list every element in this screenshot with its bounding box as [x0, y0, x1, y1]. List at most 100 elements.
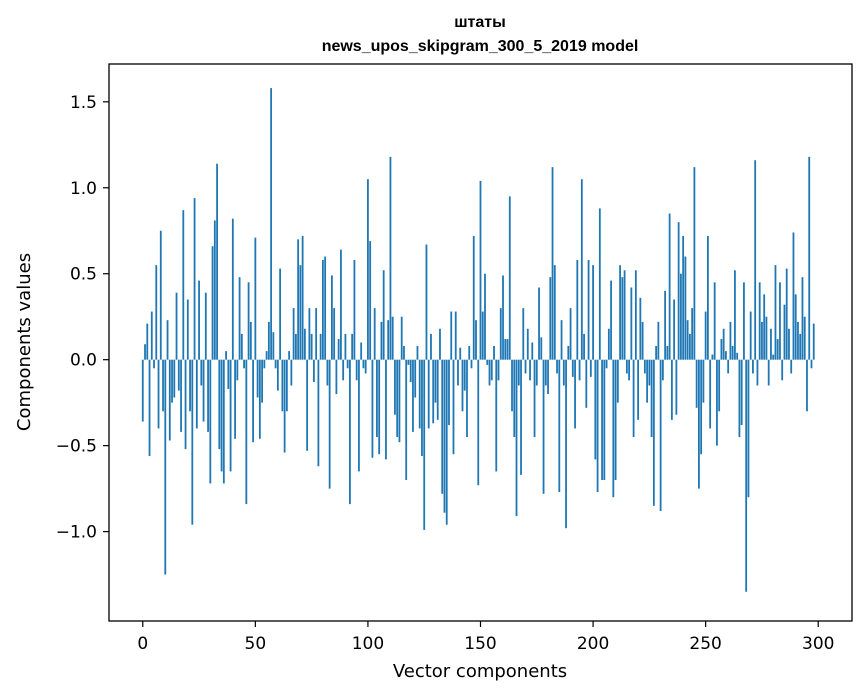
bar-231: [661, 359, 664, 381]
bar-144: [466, 359, 468, 438]
bar-3: [148, 359, 151, 456]
x-tick-label: 250: [689, 634, 721, 654]
bar-24: [195, 359, 198, 429]
bar-280: [772, 354, 775, 360]
bar-195: [580, 179, 583, 360]
bar-244: [691, 308, 694, 360]
bar-84: [331, 275, 333, 360]
bar-203: [598, 208, 601, 360]
bar-247: [698, 359, 700, 489]
y-tick-label: −0.5: [56, 437, 97, 457]
bar-101: [369, 241, 372, 360]
y-tick-label: 0.5: [70, 265, 97, 285]
bar-161: [504, 339, 507, 360]
bar-202: [596, 359, 599, 493]
bar-33: [216, 163, 218, 360]
bar-96: [358, 359, 360, 472]
bar-205: [603, 359, 606, 481]
bar-183: [553, 265, 556, 360]
bar-210: [614, 359, 617, 481]
bar-166: [515, 359, 518, 517]
bar-209: [612, 359, 615, 498]
bar-162: [506, 339, 509, 360]
bar-165: [513, 359, 516, 438]
bar-287: [788, 328, 790, 360]
bar-208: [610, 280, 612, 360]
bar-177: [540, 337, 543, 360]
bar-92: [349, 359, 351, 505]
x-tick-label: 100: [352, 634, 384, 654]
bar-181: [549, 277, 552, 360]
bar-229: [657, 321, 660, 360]
bar-12: [168, 359, 171, 441]
bar-40: [231, 218, 234, 360]
bar-85: [333, 308, 336, 360]
bar-249: [702, 359, 705, 403]
chart-title: штаты: [454, 14, 506, 31]
bar-222: [641, 321, 644, 360]
bar-51: [256, 359, 259, 398]
bar-75: [310, 333, 313, 360]
bar-286: [785, 268, 788, 360]
bar-120: [412, 359, 414, 432]
bar-49: [252, 359, 254, 443]
bar-45: [243, 359, 245, 369]
bar-263: [734, 270, 736, 360]
bar-228: [655, 345, 658, 360]
bar-251: [707, 235, 709, 360]
bar-115: [400, 316, 403, 360]
bar-284: [781, 359, 784, 381]
bar-145: [468, 345, 471, 360]
bar-69: [297, 239, 300, 360]
bar-43: [238, 277, 241, 360]
y-axis-label: Components values: [14, 253, 35, 431]
bar-137: [450, 311, 453, 360]
bar-259: [725, 351, 727, 360]
bar-255: [716, 359, 718, 446]
bar-241: [684, 256, 687, 360]
bar-242: [686, 320, 689, 360]
bar-227: [652, 359, 655, 506]
bar-278: [767, 359, 770, 386]
bar-274: [758, 282, 761, 360]
bar-226: [650, 359, 653, 438]
bar-212: [619, 265, 621, 360]
bar-245: [693, 167, 696, 360]
bar-64: [285, 359, 288, 412]
bar-25: [198, 280, 200, 360]
bar-149: [477, 359, 480, 486]
bar-285: [783, 304, 786, 360]
bar-207: [607, 328, 610, 360]
bar-160: [502, 275, 504, 360]
bar-53: [261, 359, 263, 403]
y-tick-label: −1.0: [56, 523, 97, 543]
bar-252: [709, 359, 712, 429]
bar-272: [754, 160, 757, 360]
bar-258: [722, 328, 725, 360]
bar-185: [558, 359, 561, 493]
bar-243: [688, 333, 691, 360]
bar-80: [321, 259, 324, 360]
bar-90: [344, 333, 347, 360]
bar-298: [812, 323, 815, 360]
y-tick-label: 1.5: [70, 93, 97, 113]
y-tick-label: 1.0: [70, 179, 97, 199]
bar-136: [448, 359, 450, 426]
bar-197: [585, 359, 588, 408]
bar-14: [173, 359, 176, 398]
bar-264: [736, 352, 739, 360]
bar-22: [191, 359, 194, 525]
bar-151: [481, 311, 484, 360]
bar-150: [479, 180, 482, 360]
bar-123: [418, 359, 421, 429]
bar-193: [576, 259, 579, 360]
bar-194: [578, 359, 581, 381]
bar-158: [497, 359, 500, 381]
x-axis-label: Vector components: [393, 661, 567, 682]
bar-232: [664, 290, 667, 360]
bar-34: [218, 359, 221, 450]
bar-206: [605, 359, 608, 369]
bar-118: [407, 359, 410, 365]
bar-146: [470, 359, 473, 369]
